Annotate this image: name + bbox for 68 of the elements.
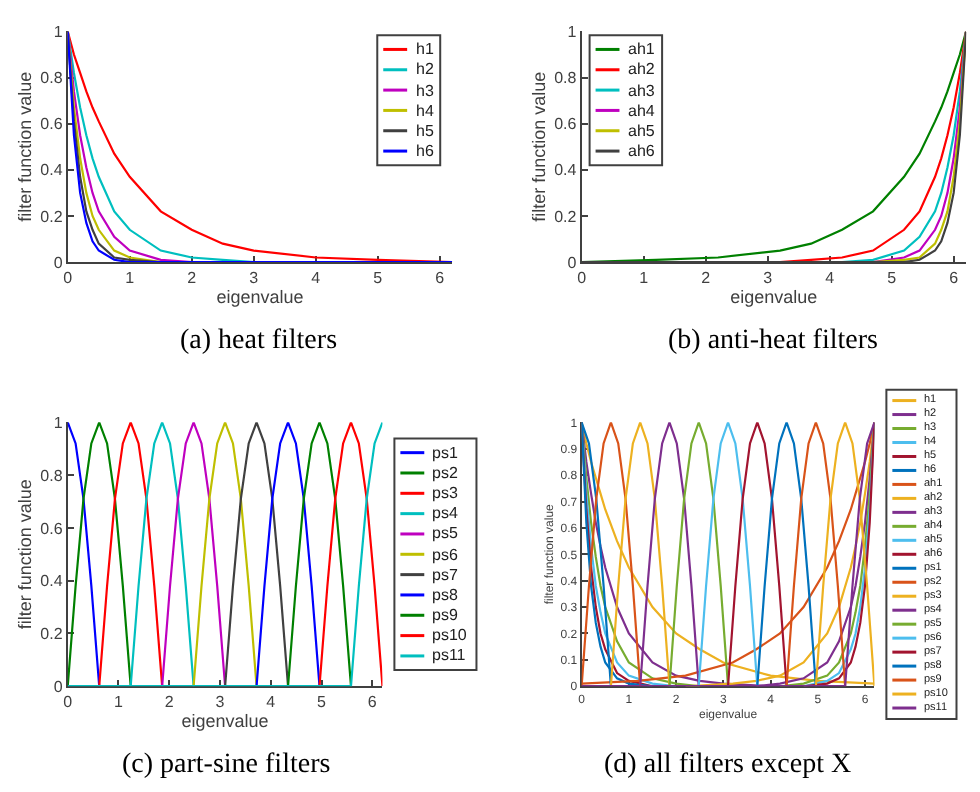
y-tick-label: 0.4 xyxy=(554,161,578,180)
y-tick-label: 0 xyxy=(567,253,578,272)
legend-label: ah1 xyxy=(628,40,656,58)
legend-label: h6 xyxy=(416,142,435,160)
x-axis-title: eigenvalue xyxy=(181,711,269,732)
x-tick-label: 6 xyxy=(949,269,960,288)
legend-label: ps1 xyxy=(432,444,459,462)
x-tick-label: 4 xyxy=(266,693,277,712)
y-tick-label: 0.8 xyxy=(554,69,578,88)
legend-label: ps4 xyxy=(432,504,459,522)
x-tick-label: 4 xyxy=(311,269,322,288)
y-tick-label: 0.6 xyxy=(554,115,578,134)
y-tick-label: 0.2 xyxy=(40,625,64,644)
legend-label: ps9 xyxy=(432,606,459,624)
legend-label: ah5 xyxy=(628,122,656,140)
x-tick-label: 5 xyxy=(373,269,384,288)
legend-label: ah2 xyxy=(628,60,656,78)
x-tick-label: 3 xyxy=(249,269,260,288)
x-tick-label: 6 xyxy=(435,269,446,288)
legend-label: ah3 xyxy=(628,82,656,100)
text: (c) part-sine filters xyxy=(122,750,331,780)
legend-label: ps2 xyxy=(432,464,459,482)
legend-label: ah4 xyxy=(628,102,656,120)
y-axis-title: filter function value xyxy=(14,71,35,222)
x-tick-label: 2 xyxy=(701,269,712,288)
y-tick-label: 1 xyxy=(567,23,578,42)
legend-label: ps6 xyxy=(432,546,459,564)
text: (d) all filters except X xyxy=(604,750,852,780)
legend-label: ps11 xyxy=(432,646,467,664)
x-tick-label: 3 xyxy=(763,269,774,288)
x-tick-label: 2 xyxy=(187,269,198,288)
x-tick-label: 5 xyxy=(317,693,328,712)
y-tick-label: 0.8 xyxy=(40,69,64,88)
legend-label: ps5 xyxy=(432,524,459,542)
y-tick-label: 0.2 xyxy=(40,207,64,226)
y-axis-title: filter function value xyxy=(14,479,35,630)
legend-label: h5 xyxy=(416,122,435,140)
y-tick-label: 1 xyxy=(53,413,64,432)
y-tick-label: 0.2 xyxy=(554,207,578,226)
y-tick-label: 0.8 xyxy=(40,466,64,485)
legend-label: h2 xyxy=(416,60,435,78)
legend-label: ah6 xyxy=(628,142,656,160)
legend-label: h1 xyxy=(416,40,435,58)
text: (a) heat filters xyxy=(180,326,338,356)
text: (b) anti-heat filters xyxy=(668,326,878,356)
x-tick-label: 3 xyxy=(215,693,226,712)
y-tick-label: 0.4 xyxy=(40,572,64,591)
legend-label: ps7 xyxy=(432,566,459,584)
y-tick-label: 0.4 xyxy=(40,161,64,180)
legend-label: h3 xyxy=(416,82,435,100)
y-tick-label: 0.6 xyxy=(40,519,64,538)
x-tick-label: 4 xyxy=(825,269,836,288)
y-tick-label: 1 xyxy=(53,23,64,42)
legend-label: ps8 xyxy=(432,586,459,604)
y-tick-label: 0 xyxy=(53,253,64,272)
legend-label: h4 xyxy=(416,102,435,120)
legend-label: ps10 xyxy=(432,626,468,644)
legend-label: ps3 xyxy=(432,484,459,502)
y-tick-label: 0.6 xyxy=(40,115,64,134)
x-tick-label: 2 xyxy=(164,693,175,712)
x-tick-label: 6 xyxy=(367,693,378,712)
x-axis-title: eigenvalue xyxy=(216,287,304,308)
x-tick-label: 1 xyxy=(114,693,125,712)
x-tick-label: 5 xyxy=(887,269,898,288)
x-axis-title: eigenvalue xyxy=(730,287,818,308)
x-tick-label: 1 xyxy=(125,269,136,288)
x-tick-label: 1 xyxy=(639,269,650,288)
y-axis-title: filter function value xyxy=(528,71,549,222)
